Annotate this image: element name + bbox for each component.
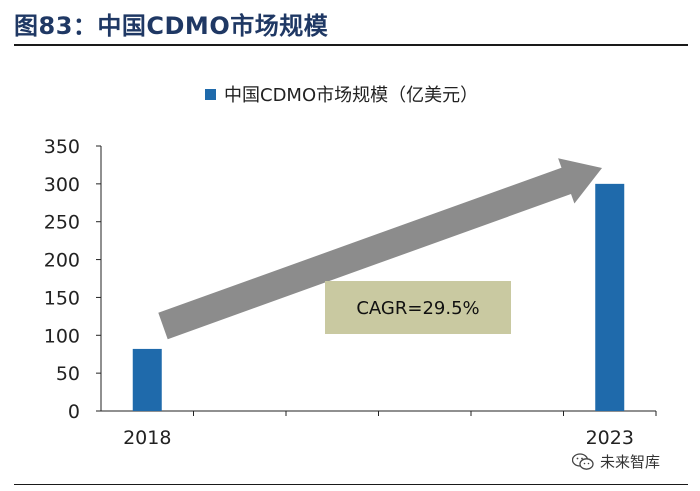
bar-2023 (595, 183, 625, 411)
axes: 0 50 100 150 200 250 300 350 2018 2023 (44, 136, 657, 449)
cagr-annotation: CAGR=29.5% (325, 281, 511, 334)
bottom-divider (14, 484, 688, 485)
legend-label: 中国CDMO市场规模（亿美元） (224, 85, 478, 106)
cagr-box (325, 281, 511, 334)
x-tick-label: 2018 (123, 427, 171, 449)
legend: 中国CDMO市场规模（亿美元） (205, 85, 478, 106)
y-tick-label: 250 (44, 212, 80, 234)
cagr-label: CAGR=29.5% (356, 298, 479, 319)
growth-arrow (158, 158, 603, 340)
y-tick-label: 50 (56, 363, 80, 385)
title-divider (14, 44, 688, 46)
y-tick-label: 300 (44, 174, 80, 196)
watermark-text: 未来智库 (600, 453, 661, 471)
growth-arrow-shape (158, 158, 603, 340)
y-tick-label: 0 (68, 401, 80, 423)
y-tick-label: 350 (44, 136, 80, 158)
y-tick-label: 200 (44, 250, 80, 272)
figure-title: 图83：中国CDMO市场规模 (14, 12, 329, 40)
bars (132, 183, 625, 411)
legend-swatch (205, 89, 216, 100)
bar-2018 (132, 348, 162, 411)
wechat-icon (572, 452, 594, 470)
y-tick-label: 150 (44, 287, 80, 309)
x-tick-label: 2023 (586, 427, 634, 449)
watermark: 未来智库 (572, 451, 660, 472)
y-tick-label: 100 (44, 325, 80, 347)
